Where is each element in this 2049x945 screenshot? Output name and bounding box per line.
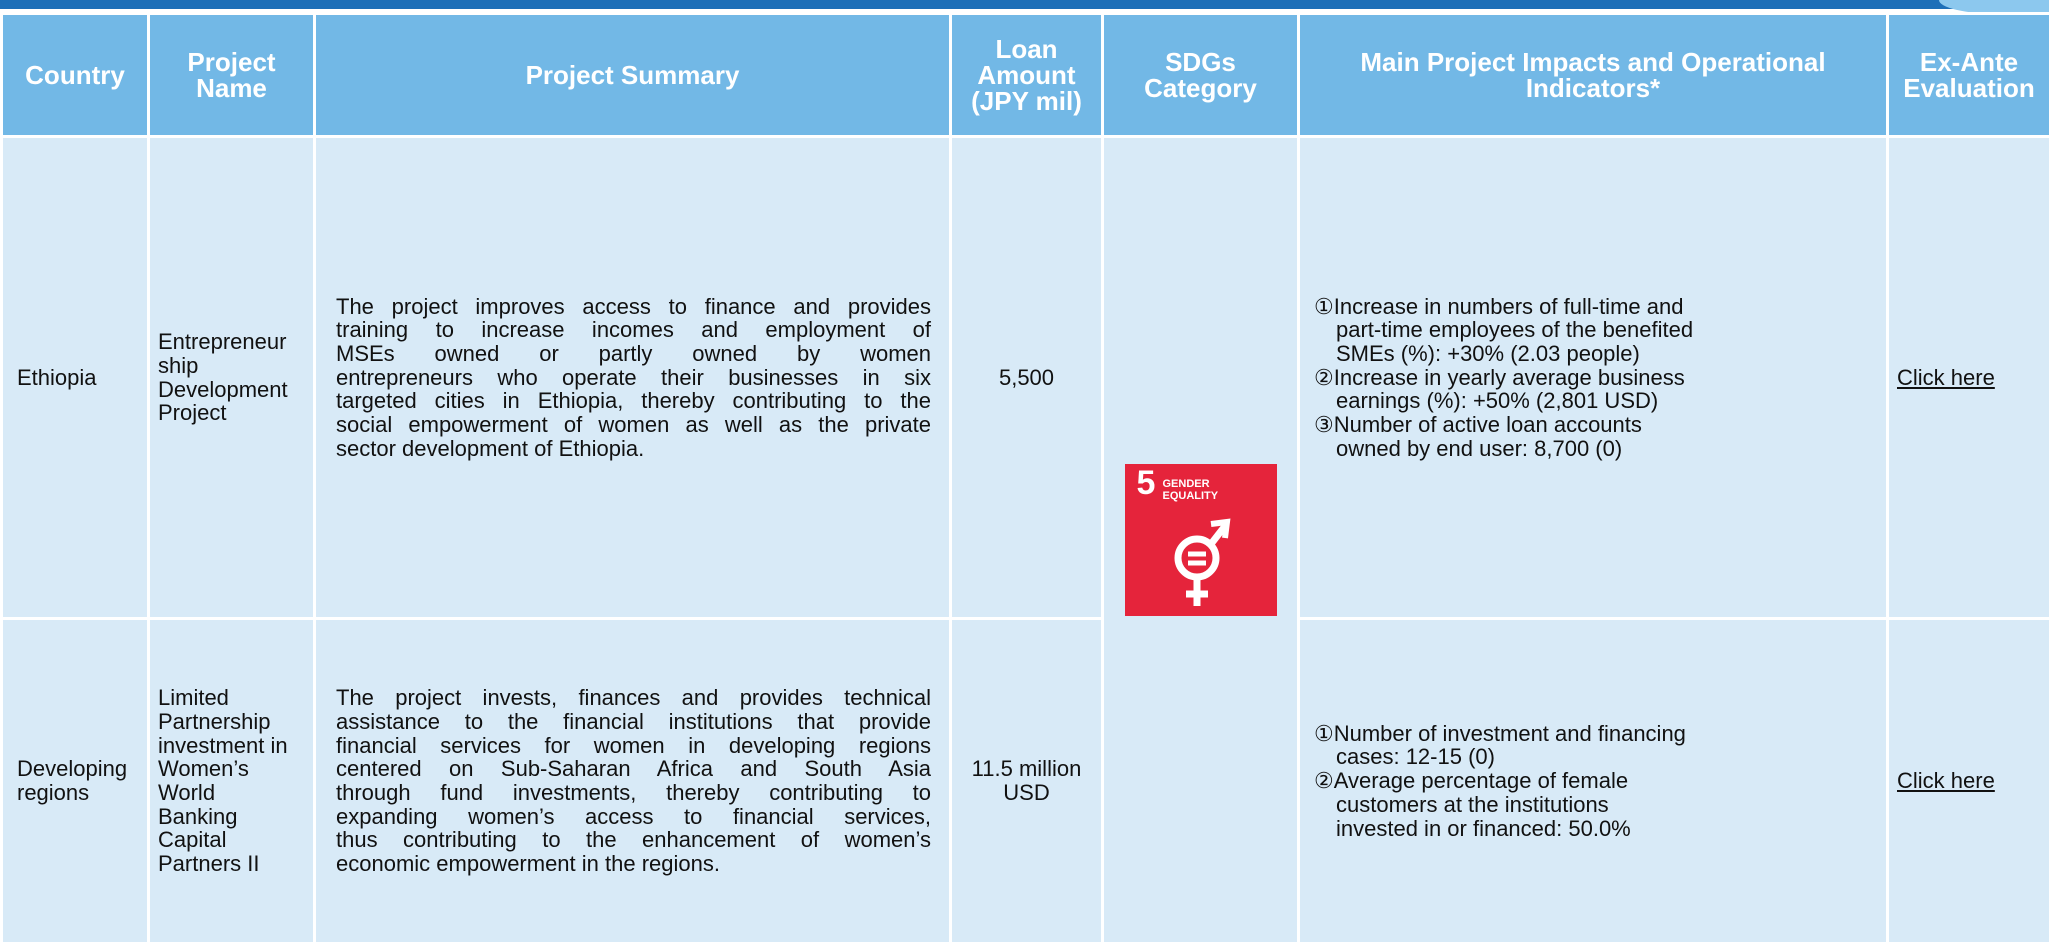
impact-line: cases: 12-15 (0) <box>1336 744 1495 770</box>
text-line: training to increase incomes and employm… <box>336 317 931 343</box>
gender-symbol <box>1174 518 1230 606</box>
header-cell: Project Summary <box>313 12 952 138</box>
header-row: Country Project Name Project Summary Loan Amo… <box>0 12 2049 138</box>
country-cell: Ethiopia <box>0 135 150 620</box>
header-cell: Project Name <box>147 12 316 138</box>
text-line: Women’s <box>158 756 249 782</box>
text-line: Loan <box>995 34 1058 64</box>
sdg-icon: 5 GENDER EQUALITY <box>1124 464 1277 616</box>
text-line: centered on Sub-Saharan Africa and South… <box>336 756 931 782</box>
text-line: expanding women’s access to financial se… <box>336 803 931 829</box>
impact-line: invested in or financed: 50.0% <box>1336 815 1631 841</box>
project-name-cell: Entrepreneur ship Development Project <box>147 135 316 620</box>
text-line: Project <box>158 400 227 426</box>
sdg-label: GENDER EQUALITY <box>1163 478 1219 502</box>
sdg-cell: 5 GENDER EQUALITY <box>1101 135 1300 945</box>
text-line: Country <box>25 60 125 90</box>
text-line: Ex-Ante <box>1919 47 2019 77</box>
text-line: SDGs <box>1165 47 1236 77</box>
sdg-number: 5 <box>1136 464 1156 502</box>
text-line: Entrepreneur <box>158 329 287 355</box>
text-line: Amount <box>977 60 1076 90</box>
text-line: financial services for women in developi… <box>336 732 931 758</box>
text-line: Evaluation <box>1903 73 2035 103</box>
projects-table: Country Project Name Project Summary Loan Amo… <box>0 12 2049 945</box>
sdg-label-line: EQUALITY <box>1162 490 1219 502</box>
text-line: USD <box>1003 780 1050 805</box>
text-line: Banking <box>158 803 238 829</box>
impact-line: ①Number of investment and financing <box>1314 720 1686 746</box>
impacts-cell: ①Number of investment and financing cases… <box>1297 617 1889 945</box>
text-line: thus contributing to the enhancement of … <box>336 827 931 853</box>
text-line: Ethiopia <box>17 364 97 390</box>
text-line: Project <box>187 47 276 77</box>
text-line: 11.5 million <box>971 756 1082 782</box>
table-row: Ethiopia Entrepreneur ship Development Proje… <box>0 135 2049 945</box>
header-cell: Country <box>0 12 150 138</box>
evaluation-cell: Click here <box>1886 135 2049 620</box>
summary-cell: The project invests, finances and provid… <box>313 617 952 945</box>
text-line: targeted cities in Ethiopia, thereby con… <box>336 388 931 414</box>
impacts-cell: ①Increase in numbers of full-time and par… <box>1297 135 1889 620</box>
impact-line: owned by end user: 8,700 (0) <box>1336 435 1623 461</box>
header-cell: Loan Amount (JPY mil) <box>949 12 1104 138</box>
text-line: regions <box>17 780 90 805</box>
text-line: Limited <box>158 685 229 711</box>
text-line: Category <box>1144 73 1257 103</box>
top-bar <box>0 0 2049 9</box>
evaluation-link[interactable]: Click here <box>1897 364 1995 390</box>
text-line: The project invests, finances and provid… <box>336 685 931 711</box>
text-line: ship <box>158 352 199 378</box>
project-name-cell: Limited Partnership investment in Women’s Wo… <box>147 617 316 945</box>
sdg-label-line: GENDER <box>1162 478 1210 490</box>
text-line: Developing <box>17 756 128 782</box>
summary-cell: The project improves access to finance a… <box>313 135 952 620</box>
loan-cell: 5,500 <box>949 135 1104 620</box>
text-line: World <box>158 780 216 805</box>
text-line: The project improves access to finance a… <box>336 293 931 319</box>
header-cell: Ex-Ante Evaluation <box>1886 12 2049 138</box>
text-line: investment in <box>158 732 288 758</box>
text-line: Partners II <box>158 851 260 877</box>
text-line: Development <box>158 376 288 402</box>
impact-line: ②Increase in yearly average business <box>1314 364 1685 390</box>
text-line: Indicators* <box>1525 73 1661 103</box>
impact-line: ①Increase in numbers of full-time and <box>1314 293 1684 319</box>
impact-line: part-time employees of the benefited <box>1336 317 1694 343</box>
text-line: assistance to the financial institutions… <box>336 708 931 734</box>
text-line: (JPY mil) <box>971 86 1082 116</box>
impact-line: ②Average percentage of female <box>1314 768 1629 794</box>
text-line: economic empowerment in the regions. <box>336 851 720 877</box>
header-cell: Main Project Impacts and Operational Indi… <box>1297 12 1889 138</box>
loan-cell: 11.5 million USD <box>949 617 1104 945</box>
text-line: social empowerment of women as well as t… <box>336 412 931 438</box>
table-body: Ethiopia Entrepreneur ship Development Proje… <box>0 135 2049 945</box>
table-row: Developing regions Limited Partnership inves… <box>0 617 2049 945</box>
text-line: through fund investments, thereby contri… <box>336 780 931 805</box>
header-cell: SDGs Category <box>1101 12 1300 138</box>
text-line: Partnership <box>158 708 271 734</box>
evaluation-cell: Click here <box>1886 617 2049 945</box>
top-decoration <box>1939 0 2049 14</box>
text-line: Name <box>196 73 267 103</box>
text-line: sector development of Ethiopia. <box>336 435 645 461</box>
text-line: entrepreneurs who operate their business… <box>336 364 931 390</box>
impact-line: SMEs (%): +30% (2.03 people) <box>1336 340 1640 366</box>
text-line: Main Project Impacts and Operational <box>1360 47 1826 77</box>
evaluation-link[interactable]: Click here <box>1897 768 1995 794</box>
impact-line: earnings (%): +50% (2,801 USD) <box>1336 388 1659 414</box>
text-line: MSEs owned or partly owned by women <box>336 340 931 366</box>
text-line: Capital <box>158 827 227 853</box>
country-cell: Developing regions <box>0 617 150 945</box>
impact-line: ③Number of active loan accounts <box>1314 412 1642 438</box>
impact-line: customers at the institutions <box>1336 791 1609 817</box>
text-line: 5,500 <box>998 364 1055 390</box>
text-line: Project Summary <box>525 60 740 90</box>
